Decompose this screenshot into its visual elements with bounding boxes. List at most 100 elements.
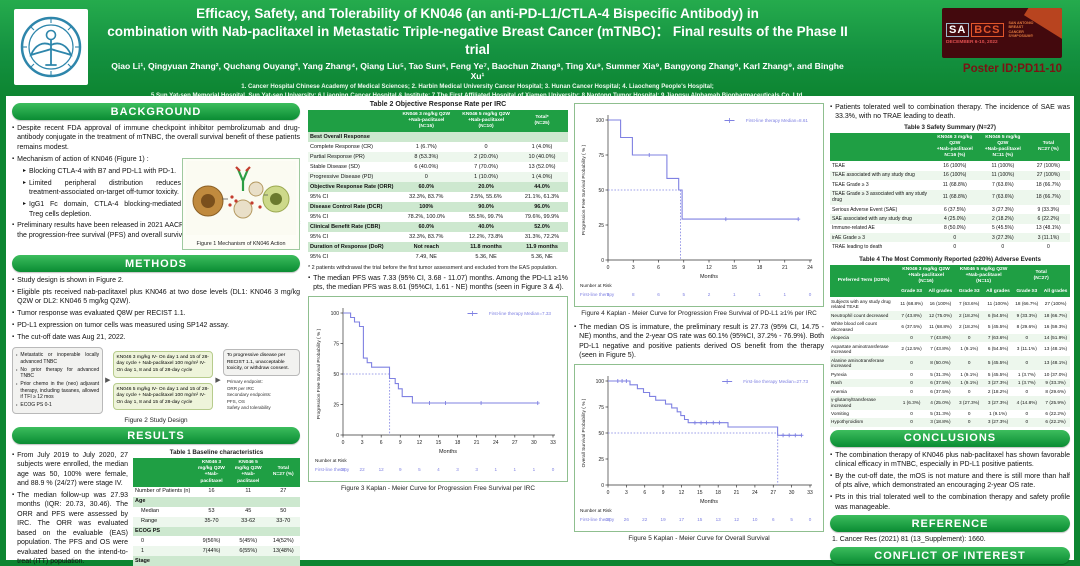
risk-count: 0 bbox=[809, 517, 812, 522]
svg-text:18: 18 bbox=[455, 440, 461, 446]
risk-series-label: First-line therapy bbox=[580, 292, 615, 297]
table-header-cell: Grade ≥3 bbox=[1012, 287, 1042, 298]
bullet-icon: • bbox=[16, 352, 18, 358]
table-cell: 4 (14.8%) bbox=[1012, 395, 1042, 410]
table-cell: 3 (11.1%) bbox=[1026, 233, 1070, 243]
table-cell: 5 (45.5%) bbox=[983, 319, 1013, 334]
number-at-risk-title: Number at Risk bbox=[580, 283, 612, 288]
table-cell: 27 (100%) bbox=[1026, 170, 1070, 181]
table-cell: 3 (18.8%) bbox=[925, 418, 955, 427]
table-cell: 7 (43.8%) bbox=[925, 333, 955, 343]
svg-text:12: 12 bbox=[417, 440, 423, 446]
table-cell: 6 (54.5%) bbox=[983, 311, 1013, 320]
table-cell: 27 (100%) bbox=[1026, 161, 1070, 171]
table-row: TEAE Grade ≥ 3 11 (68.8%) 7 (63.6%) 18 (66.… bbox=[830, 180, 1070, 190]
risk-count: 1 bbox=[533, 467, 536, 472]
risk-count: 6 bbox=[657, 292, 660, 297]
table-cell: 60.0% bbox=[396, 222, 457, 233]
table-cell: 3 (27.3%) bbox=[983, 418, 1013, 427]
row-label: 1 bbox=[133, 546, 194, 557]
row-label: ECOG PS bbox=[133, 526, 194, 537]
table-cell: 5 (45.5%) bbox=[983, 356, 1013, 371]
figure4-box: 0 25 50 75 100 0 3 6 9 12 15 18 21 24 First-line thera… bbox=[574, 103, 824, 307]
pfs-finding-text: The median PFS was 7.33 (95% CI, 3.68 - … bbox=[313, 274, 568, 292]
risk-count: 10 bbox=[752, 517, 758, 522]
table-cell: 0 bbox=[954, 409, 984, 419]
table-cell: 11 (100%) bbox=[983, 297, 1013, 312]
bullet-text: Despite recent FDA approval of immune ch… bbox=[17, 125, 300, 151]
table-cell: 5 (31.3%) bbox=[925, 370, 955, 379]
row-label: γ-glutamyltransferase increased bbox=[830, 395, 898, 410]
table-row: Alanine aminotransferase increased 0 8 (50… bbox=[830, 356, 1070, 371]
table-row: TEAE 16 (100%) 11 (100%) 27 (100%) bbox=[830, 161, 1070, 171]
table-cell: 13 (48.1%) bbox=[1026, 223, 1070, 233]
table-cell: 0 bbox=[1012, 409, 1042, 419]
table2-footnote: * 2 patients withdrawal the trial before… bbox=[308, 264, 558, 271]
x-axis-label: Months bbox=[439, 449, 457, 455]
row-label: irAE Grade ≥ 3 bbox=[830, 233, 931, 243]
table-cell: 13 (48.1%) bbox=[1041, 342, 1070, 357]
table-cell: 8 (50.0%) bbox=[925, 356, 955, 371]
svg-text:100: 100 bbox=[596, 118, 605, 124]
table-row: Pyrexia 0 5 (31.3%) 1 (9.1%) 5 (45.5%) 1 (3.7… bbox=[830, 370, 1070, 379]
header-text-block: Efficacy, Safety, and Tolerability of KN… bbox=[105, 5, 850, 109]
table-row: TEAE Grade ≥ 3 associated with any study… bbox=[830, 189, 1070, 205]
table-cell bbox=[266, 556, 300, 566]
table-row: Anemia 0 6 (37.5%) 0 2 (18.2%) 0 8 (29.6%) bbox=[830, 387, 1070, 396]
bullet-icon: ▪ bbox=[830, 451, 833, 458]
table-cell: 11.8 months bbox=[456, 242, 516, 252]
header-band: Efficacy, Safety, and Tolerability of KN… bbox=[0, 0, 1080, 109]
row-label: Rash bbox=[830, 378, 898, 388]
table-cell: 1 (9.1%) bbox=[954, 342, 984, 357]
row-label: Progressive Disease (PD) bbox=[308, 172, 397, 183]
bullet-icon: ▪ bbox=[12, 334, 15, 341]
row-label: Aspartate aminotransferase increased bbox=[830, 342, 898, 357]
bullet-icon: ▸ bbox=[23, 179, 27, 186]
table-cell: 7 (63.6%) bbox=[978, 180, 1027, 190]
bullet-icon: ▪ bbox=[308, 274, 311, 281]
table-cell: 3 (27.3%) bbox=[983, 395, 1013, 410]
table-header-cell: All grades bbox=[983, 287, 1013, 298]
bullet-item: • Metastatic or inoperable locally advanc… bbox=[16, 352, 99, 365]
svg-text:6: 6 bbox=[380, 440, 383, 446]
table-row: Complete Response (CR) 1 (6.7%) 0 1 (4.0%) bbox=[308, 142, 568, 153]
risk-count: 22 bbox=[360, 467, 366, 472]
table-cell: 14 (51.9%) bbox=[1041, 333, 1070, 343]
table-cell: 6 (40.0%) bbox=[396, 162, 457, 173]
table-cell: 45 bbox=[229, 506, 267, 517]
risk-count: 5 bbox=[682, 292, 685, 297]
table-cell: 5(45%) bbox=[229, 536, 267, 547]
table-cell: 7 (63.6%) bbox=[954, 297, 984, 312]
table1: KN046 3 mg/kg Q2W +Nab-paclitaxel KN046 5 … bbox=[133, 458, 300, 566]
table-cell: 18 (66.7%) bbox=[1012, 297, 1042, 312]
bullet-item: ▪ Eligible pts received nab-paclitaxel pl… bbox=[12, 288, 300, 307]
table-header-cell: KN046 3 mg/kg Q2W +Nab-paclitaxel (N=15) bbox=[396, 110, 457, 133]
arrow-right-icon: ▶ bbox=[215, 377, 221, 385]
bullet-item: • ECOG PS 0-1 bbox=[16, 402, 99, 409]
figure2-outcome-box: To progressive disease per RECIST 1.1, u… bbox=[222, 349, 300, 377]
risk-count: 19 bbox=[661, 517, 667, 522]
risk-series-label: First-line therapy bbox=[580, 517, 615, 522]
svg-text:15: 15 bbox=[697, 490, 703, 496]
svg-text:75: 75 bbox=[333, 341, 339, 347]
table-cell: 16 (100%) bbox=[925, 297, 955, 312]
table-cell: 0 bbox=[1012, 387, 1042, 396]
table-cell: 1 (9.1%) bbox=[983, 409, 1013, 419]
bullet-item: ▪ PD-L1 expression on tumor cells was mea… bbox=[12, 321, 300, 330]
svg-text:12: 12 bbox=[679, 490, 685, 496]
section-coi: CONFLICT OF INTEREST bbox=[830, 547, 1070, 565]
x-axis-label: Months bbox=[700, 499, 718, 505]
text-line: Secondary endpoints: bbox=[226, 392, 272, 398]
table-cell: 0 bbox=[1012, 418, 1042, 427]
table2-title: Table 2 Objective Response Rate per IRC bbox=[369, 101, 507, 108]
bullet-item: ▪ The combination therapy of KN046 plus n… bbox=[830, 451, 1070, 470]
row-label: SAE associated with any study drug bbox=[830, 214, 931, 224]
row-label: 95% CI bbox=[308, 212, 397, 223]
table-cell: 3 (27.3%) bbox=[978, 233, 1027, 243]
table-cell: 0 bbox=[1012, 333, 1042, 343]
section-reference: REFERENCE bbox=[830, 515, 1070, 533]
figure2-caption: Figure 2 Study Design bbox=[124, 417, 188, 425]
svg-text:50: 50 bbox=[333, 372, 339, 378]
